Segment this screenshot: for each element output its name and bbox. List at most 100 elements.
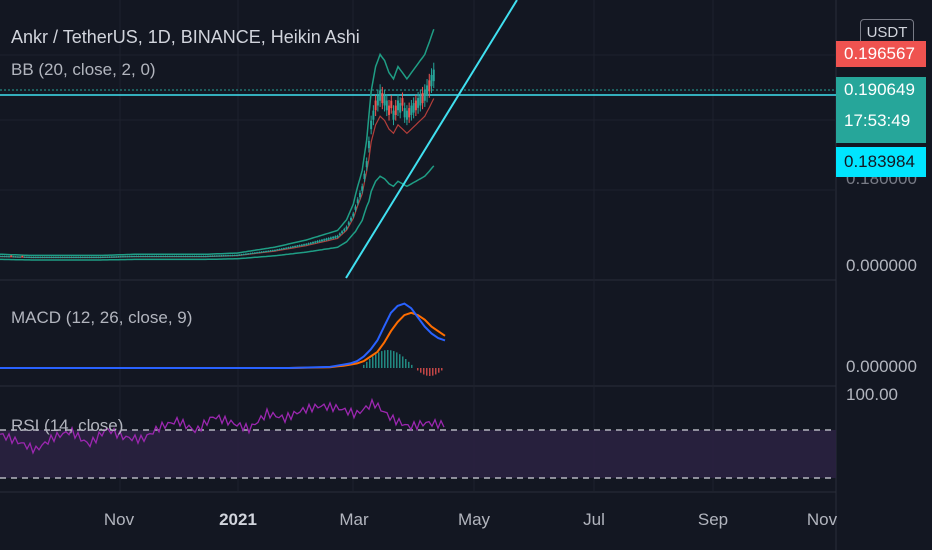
- candle-body: [282, 248, 285, 250]
- candle-body: [396, 100, 399, 111]
- candle-body: [294, 245, 297, 247]
- candle-body: [61, 256, 64, 258]
- symbol-title[interactable]: Ankr / TetherUS, 1D, BINANCE, Heikin Ash…: [11, 27, 360, 47]
- candle-body: [287, 247, 290, 249]
- candle-body: [367, 140, 370, 149]
- candle-body: [421, 92, 424, 104]
- candle-body: [5, 256, 8, 258]
- candle-body: [390, 100, 393, 109]
- candle-body: [200, 255, 203, 257]
- candle-body: [312, 242, 315, 244]
- candle-body: [75, 256, 78, 258]
- candle-body: [95, 256, 98, 258]
- macd-histogram-bar: [426, 368, 428, 376]
- macd-histogram-bar: [369, 359, 371, 368]
- candle-body: [291, 246, 294, 248]
- candle-body: [34, 256, 37, 258]
- candle-body: [345, 226, 348, 229]
- macd-histogram-bar: [441, 368, 443, 371]
- high-price-tag: 0.196567: [836, 41, 926, 67]
- candle-body: [392, 110, 395, 120]
- candle-body: [30, 256, 33, 258]
- candle-body: [81, 256, 84, 258]
- candle-body: [50, 256, 53, 258]
- candle-body: [180, 255, 183, 257]
- candle-body: [403, 108, 406, 118]
- candle-body: [130, 256, 133, 258]
- candle-body: [379, 90, 382, 101]
- candle-body: [405, 110, 408, 120]
- candle-body: [186, 255, 189, 257]
- candle-body: [316, 240, 319, 243]
- candle-body: [229, 255, 232, 257]
- rsi-line: [0, 397, 445, 455]
- candle-body: [358, 192, 361, 198]
- macd-histogram-bar: [402, 356, 404, 368]
- candle-body: [215, 255, 218, 257]
- macd-indicator-label[interactable]: MACD (12, 26, close, 9): [11, 308, 193, 327]
- macd-histogram-bar: [420, 368, 422, 373]
- bb-lower-band: [0, 165, 435, 261]
- candle-body: [37, 256, 40, 258]
- macd-histogram-bar: [435, 368, 437, 375]
- candle-body: [350, 217, 353, 221]
- candle-body: [12, 256, 15, 258]
- candle-body: [240, 254, 243, 256]
- bb-indicator-label[interactable]: BB (20, close, 2, 0): [11, 60, 156, 79]
- candle-body: [388, 105, 391, 115]
- candle-body: [197, 255, 200, 257]
- candle-body: [356, 199, 359, 204]
- candle-body: [41, 256, 44, 258]
- candle-body: [195, 255, 198, 257]
- candle-body: [63, 256, 66, 258]
- candle-body: [21, 256, 24, 258]
- candle-body: [193, 255, 196, 257]
- candle-body: [32, 256, 35, 258]
- candle-body: [101, 256, 104, 258]
- candle-body: [267, 250, 270, 252]
- candle-body: [45, 256, 48, 258]
- candle-body: [430, 74, 433, 87]
- candle-body: [148, 255, 151, 257]
- macd-histogram-bar: [408, 361, 410, 368]
- candle-body: [224, 255, 227, 257]
- candle-body: [341, 231, 344, 234]
- candle-body: [19, 256, 22, 258]
- rsi-pane: [0, 397, 445, 455]
- candle-body: [99, 256, 102, 258]
- candle-body: [77, 256, 80, 258]
- candle-body: [363, 173, 366, 180]
- candle-body: [298, 245, 301, 247]
- candle-body: [151, 255, 154, 257]
- candle-body: [121, 256, 124, 258]
- candle-body: [126, 256, 129, 258]
- candle-body: [86, 256, 89, 258]
- candle-body: [106, 256, 109, 258]
- price-zero-label: 0.000000: [846, 256, 917, 275]
- candle-body: [54, 256, 57, 258]
- candle-body: [249, 253, 252, 255]
- candle-body: [139, 255, 142, 257]
- macd-pane: [0, 302, 446, 376]
- candle-body: [144, 255, 147, 257]
- macd-histogram-bar: [375, 354, 377, 368]
- candle-body: [251, 252, 254, 254]
- candle-body: [28, 256, 31, 258]
- x-tick-nov-2: Nov: [806, 510, 838, 529]
- candle-body: [332, 236, 335, 239]
- candle-body: [305, 243, 308, 245]
- rsi-indicator-label[interactable]: RSI (14, close): [11, 416, 124, 435]
- candle-body: [104, 256, 107, 258]
- macd-histogram-bar: [396, 352, 398, 368]
- candle-body: [244, 253, 247, 255]
- macd-histogram-bar: [372, 356, 374, 368]
- x-tick-may: May: [457, 510, 491, 529]
- candle-body: [300, 244, 303, 246]
- trend-line: [345, 0, 518, 279]
- macd-histogram-bar: [387, 350, 389, 368]
- candle-body: [218, 255, 221, 257]
- candle-body: [3, 256, 6, 258]
- candle-body: [303, 244, 306, 246]
- candle-body: [153, 255, 156, 257]
